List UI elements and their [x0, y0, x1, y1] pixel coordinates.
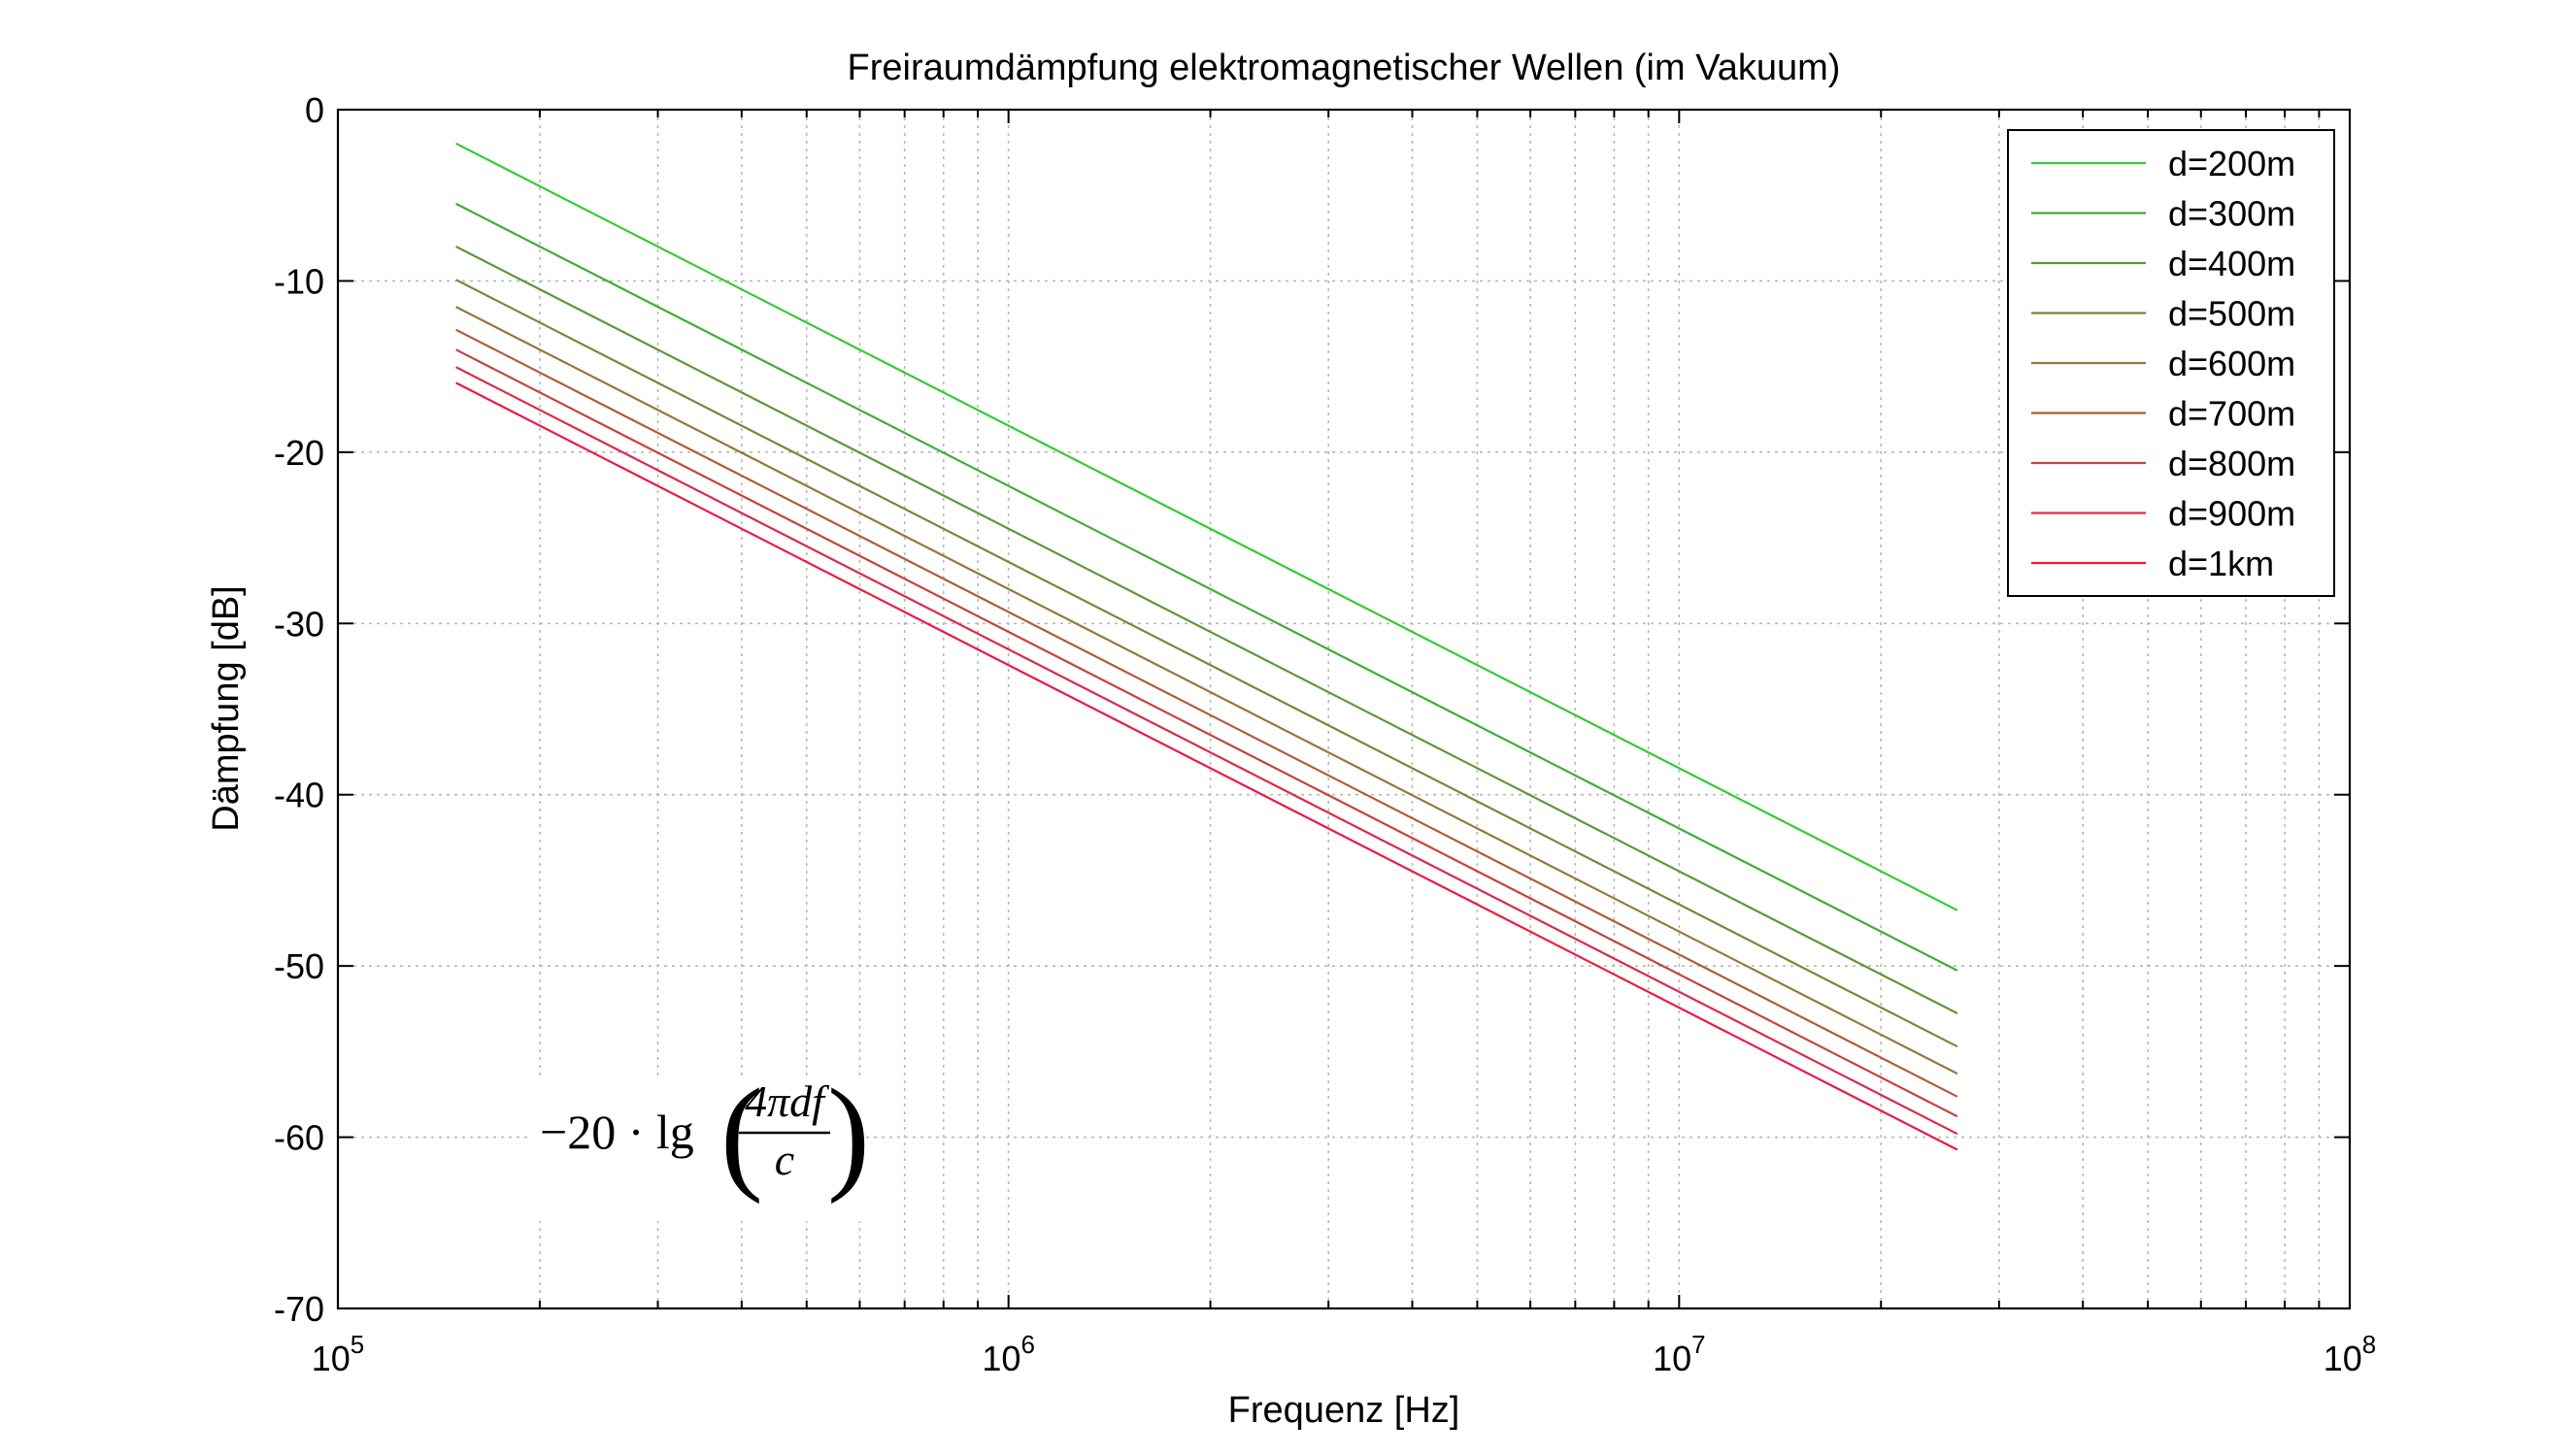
x-tick-label: 107	[1653, 1330, 1706, 1378]
x-tick-label: 105	[312, 1330, 365, 1378]
legend-label: d=600m	[2168, 344, 2295, 383]
y-tick-label: -30	[274, 604, 324, 644]
legend-label: d=1km	[2168, 544, 2274, 583]
legend-label: d=800m	[2168, 444, 2295, 483]
series-line-d-900m	[455, 366, 1958, 1136]
y-tick-label: 0	[305, 90, 324, 130]
series-line-d-300m	[455, 202, 1958, 972]
series-line-d-700m	[455, 328, 1958, 1098]
series-lines	[455, 142, 1958, 1151]
chart-title: Freiraumdämpfung elektromagnetischer Wel…	[848, 48, 1841, 88]
series-line-d-500m	[455, 279, 1958, 1048]
series-line-d-400m	[455, 246, 1958, 1014]
legend-label: d=500m	[2168, 294, 2295, 334]
y-tick-label: -20	[274, 433, 324, 473]
x-tick-labels: 105 106 107 108	[312, 1330, 2377, 1378]
formula-background	[532, 1077, 864, 1221]
legend-entries: d=200m d=300m d=400m d=500m d=600m d=700m d=80…	[2031, 144, 2295, 583]
x-tick-label: 106	[982, 1330, 1035, 1378]
series-line-d-200m	[455, 142, 1958, 911]
y-tick-label: -60	[274, 1118, 324, 1158]
y-tick-label: -40	[274, 776, 324, 815]
formula-right-paren: )	[827, 1062, 870, 1205]
formula-prefix: −20 · lg	[540, 1105, 694, 1159]
y-axis-title: Dämpfung [dB]	[206, 585, 247, 831]
y-tick-label: -10	[274, 261, 324, 301]
series-line-d-600m	[455, 306, 1958, 1075]
x-tick-label: 108	[2324, 1330, 2377, 1378]
y-tick-label: -70	[274, 1289, 324, 1329]
legend-label: d=700m	[2168, 394, 2295, 434]
legend: d=200m d=300m d=400m d=500m d=600m d=700m d=80…	[2007, 129, 2335, 597]
formula-denominator: c	[775, 1135, 794, 1184]
formula-annotation: −20 · lg ( 4πdf c )	[532, 1062, 870, 1221]
legend-label: d=400m	[2168, 244, 2295, 283]
series-line-d-800m	[455, 348, 1958, 1118]
axis-ticks	[337, 109, 2350, 1309]
x-axis-title: Frequenz [Hz]	[1228, 1390, 1460, 1431]
y-tick-label: -50	[274, 946, 324, 986]
legend-label: d=300m	[2168, 194, 2295, 234]
legend-label: d=900m	[2168, 494, 2295, 534]
series-line-d-1km	[455, 381, 1958, 1151]
legend-label: d=200m	[2168, 144, 2295, 183]
y-tick-labels: 0 -10 -20 -30 -40 -50 -60 -70	[274, 90, 324, 1329]
plot-frame	[336, 108, 2352, 1310]
formula-numerator: 4πdf	[745, 1076, 830, 1126]
